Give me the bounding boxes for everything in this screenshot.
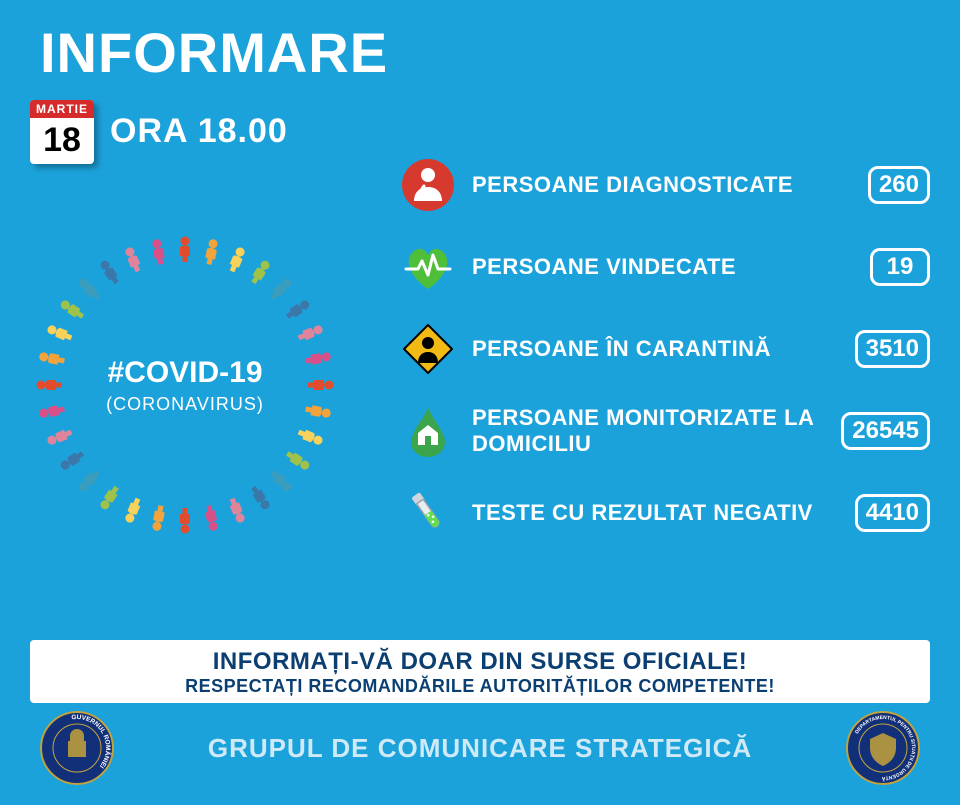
infographic-canvas: INFORMARE MARTIE 18 ORA 18.00 #COVID-19 … — [0, 0, 960, 805]
banner-line1: INFORMAȚI-VĂ DOAR DIN SURSE OFICIALE! — [40, 648, 920, 676]
seal-right: DEPARTAMENTUL PENTRU SITUAȚII DE URGENȚĂ — [846, 711, 920, 785]
date-day: 18 — [30, 118, 94, 162]
recovered-icon — [400, 239, 456, 295]
stat-row: PERSOANE DIAGNOSTICATE 260 — [400, 155, 940, 215]
advice-banner: INFORMAȚI-VĂ DOAR DIN SURSE OFICIALE! RE… — [30, 640, 930, 703]
date-month: MARTIE — [30, 100, 94, 118]
stat-row: TESTE CU REZULTAT NEGATIV 4410 — [400, 483, 940, 543]
stat-value: 26545 — [841, 412, 930, 450]
topic-block: #COVID-19 (CORONAVIRUS) — [20, 220, 350, 550]
topic-hashtag: #COVID-19 — [107, 356, 262, 390]
diagnosed-icon — [400, 157, 456, 213]
stat-value: 19 — [870, 248, 930, 286]
people-ring: #COVID-19 (CORONAVIRUS) — [20, 220, 350, 550]
quarantine-icon — [400, 321, 456, 377]
stat-value: 260 — [868, 166, 930, 204]
stat-label: TESTE CU REZULTAT NEGATIV — [472, 500, 845, 526]
stat-row: PERSOANE ÎN CARANTINĂ 3510 — [400, 319, 940, 379]
stat-value: 4410 — [855, 494, 930, 532]
stat-label: PERSOANE MONITORIZATE LA DOMICILIU — [472, 405, 831, 458]
stat-label: PERSOANE DIAGNOSTICATE — [472, 172, 858, 198]
footer-text: GRUPUL DE COMUNICARE STRATEGICĂ — [114, 733, 846, 764]
date-calendar: MARTIE 18 — [30, 100, 94, 164]
stat-label: PERSOANE ÎN CARANTINĂ — [472, 336, 845, 362]
page-title: INFORMARE — [40, 20, 388, 85]
stats-list: PERSOANE DIAGNOSTICATE 260 PERSOANE VINDEC… — [400, 155, 940, 565]
test-icon — [400, 485, 456, 541]
stat-label: PERSOANE VINDECATE — [472, 254, 860, 280]
home-icon — [400, 403, 456, 459]
stat-row: PERSOANE VINDECATE 19 — [400, 237, 940, 297]
seal-left: GUVERNUL ROMÂNIEI — [40, 711, 114, 785]
topic-sub: (CORONAVIRUS) — [106, 394, 264, 415]
banner-line2: RESPECTAȚI RECOMANDĂRILE AUTORITĂȚILOR C… — [40, 676, 920, 697]
stat-row: PERSOANE MONITORIZATE LA DOMICILIU 26545 — [400, 401, 940, 461]
time-label: ORA 18.00 — [110, 112, 288, 151]
footer: GUVERNUL ROMÂNIEI GRUPUL DE COMUNICARE S… — [0, 711, 960, 785]
stat-value: 3510 — [855, 330, 930, 368]
